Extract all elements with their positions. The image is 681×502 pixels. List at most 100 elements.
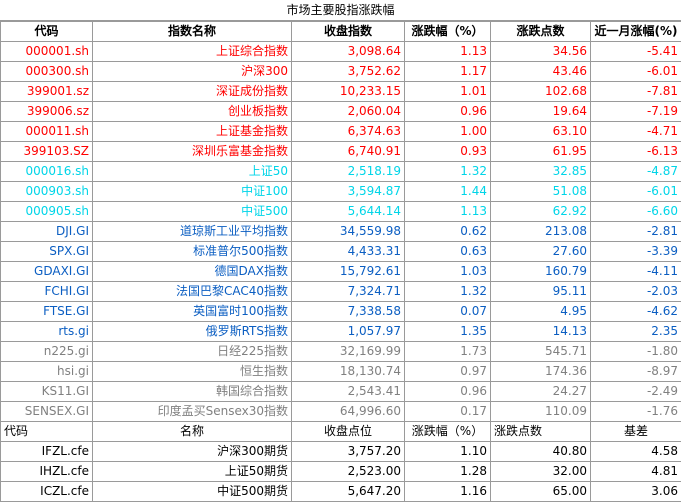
cell-pts[interactable]: 174.36: [491, 362, 591, 382]
cell-name[interactable]: 法国巴黎CAC40指数: [93, 282, 292, 302]
column-header[interactable]: 涨跌点数: [491, 22, 591, 42]
cell-code[interactable]: KS11.GI: [1, 382, 93, 402]
column-header[interactable]: 收盘指数: [292, 22, 405, 42]
cell-pts[interactable]: 51.08: [491, 182, 591, 202]
cell-pts[interactable]: 213.08: [491, 222, 591, 242]
cell-month[interactable]: -5.41: [591, 42, 681, 62]
cell-month[interactable]: -6.60: [591, 202, 681, 222]
cell-pct[interactable]: 1.35: [405, 322, 491, 342]
cell-pts[interactable]: 95.11: [491, 282, 591, 302]
cell-pct[interactable]: 0.96: [405, 102, 491, 122]
cell-code[interactable]: 000001.sh: [1, 42, 93, 62]
cell-pts[interactable]: 32.85: [491, 162, 591, 182]
cell-month[interactable]: -1.80: [591, 342, 681, 362]
cell-month[interactable]: -6.01: [591, 62, 681, 82]
column-header[interactable]: 指数名称: [93, 22, 292, 42]
cell-name[interactable]: 创业板指数: [93, 102, 292, 122]
cell-month[interactable]: -7.81: [591, 82, 681, 102]
cell-month[interactable]: -4.11: [591, 262, 681, 282]
cell-close[interactable]: 6,740.91: [292, 142, 405, 162]
cell-month[interactable]: 2.35: [591, 322, 681, 342]
cell-name[interactable]: 上证50: [93, 162, 292, 182]
cell-month[interactable]: -6.01: [591, 182, 681, 202]
cell-close[interactable]: 7,324.71: [292, 282, 405, 302]
cell-name[interactable]: 德国DAX指数: [93, 262, 292, 282]
cell-pct[interactable]: 0.97: [405, 362, 491, 382]
cell-close[interactable]: 5,644.14: [292, 202, 405, 222]
cell-pct[interactable]: 1.03: [405, 262, 491, 282]
cell-code[interactable]: 000903.sh: [1, 182, 93, 202]
cell-month[interactable]: -2.81: [591, 222, 681, 242]
cell-pct[interactable]: 1.01: [405, 82, 491, 102]
cell-pts[interactable]: 61.95: [491, 142, 591, 162]
cell-close[interactable]: 6,374.63: [292, 122, 405, 142]
cell-pct[interactable]: 1.44: [405, 182, 491, 202]
cell-name[interactable]: 标准普尔500指数: [93, 242, 292, 262]
cell-pts[interactable]: 102.68: [491, 82, 591, 102]
column-header[interactable]: 涨跌幅（%）: [405, 22, 491, 42]
cell-pct[interactable]: 0.96: [405, 382, 491, 402]
cell-pct[interactable]: 0.63: [405, 242, 491, 262]
column-header[interactable]: 基差: [591, 422, 681, 442]
cell-close[interactable]: 10,233.15: [292, 82, 405, 102]
cell-name[interactable]: 中证100: [93, 182, 292, 202]
cell-pts[interactable]: 40.80: [491, 442, 591, 462]
cell-month[interactable]: -7.19: [591, 102, 681, 122]
cell-close[interactable]: 15,792.61: [292, 262, 405, 282]
cell-pct[interactable]: 1.13: [405, 42, 491, 62]
cell-pct[interactable]: 0.62: [405, 222, 491, 242]
cell-close[interactable]: 64,996.60: [292, 402, 405, 422]
column-header[interactable]: 涨跌点数: [491, 422, 591, 442]
cell-code[interactable]: FTSE.GI: [1, 302, 93, 322]
cell-close[interactable]: 34,559.98: [292, 222, 405, 242]
cell-close[interactable]: 2,060.04: [292, 102, 405, 122]
cell-name[interactable]: 印度孟买Sensex30指数: [93, 402, 292, 422]
cell-name[interactable]: 沪深300期货: [93, 442, 292, 462]
cell-month[interactable]: -3.39: [591, 242, 681, 262]
cell-pts[interactable]: 65.00: [491, 482, 591, 502]
cell-name[interactable]: 深圳乐富基金指数: [93, 142, 292, 162]
cell-close[interactable]: 32,169.99: [292, 342, 405, 362]
cell-code[interactable]: SENSEX.GI: [1, 402, 93, 422]
cell-pts[interactable]: 545.71: [491, 342, 591, 362]
cell-pct[interactable]: 1.10: [405, 442, 491, 462]
cell-name[interactable]: 上证综合指数: [93, 42, 292, 62]
cell-pct[interactable]: 1.16: [405, 482, 491, 502]
cell-code[interactable]: 000011.sh: [1, 122, 93, 142]
cell-close[interactable]: 3,098.64: [292, 42, 405, 62]
cell-pts[interactable]: 43.46: [491, 62, 591, 82]
cell-name[interactable]: 日经225指数: [93, 342, 292, 362]
cell-name[interactable]: 英国富时100指数: [93, 302, 292, 322]
cell-month[interactable]: -8.97: [591, 362, 681, 382]
cell-pct[interactable]: 1.13: [405, 202, 491, 222]
cell-close[interactable]: 1,057.97: [292, 322, 405, 342]
cell-pct[interactable]: 1.00: [405, 122, 491, 142]
cell-pct[interactable]: 0.07: [405, 302, 491, 322]
cell-code[interactable]: n225.gi: [1, 342, 93, 362]
cell-pct[interactable]: 1.32: [405, 162, 491, 182]
cell-name[interactable]: 恒生指数: [93, 362, 292, 382]
cell-pts[interactable]: 4.95: [491, 302, 591, 322]
column-header[interactable]: 代码: [1, 422, 93, 442]
cell-pct[interactable]: 1.17: [405, 62, 491, 82]
cell-close[interactable]: 4,433.31: [292, 242, 405, 262]
cell-close[interactable]: 2,518.19: [292, 162, 405, 182]
cell-month[interactable]: -6.13: [591, 142, 681, 162]
column-header[interactable]: 收盘点位: [292, 422, 405, 442]
cell-code[interactable]: 000300.sh: [1, 62, 93, 82]
column-header[interactable]: 名称: [93, 422, 292, 442]
cell-pts[interactable]: 62.92: [491, 202, 591, 222]
cell-month[interactable]: -4.87: [591, 162, 681, 182]
cell-name[interactable]: 中证500: [93, 202, 292, 222]
cell-name[interactable]: 俄罗斯RTS指数: [93, 322, 292, 342]
cell-name[interactable]: 中证500期货: [93, 482, 292, 502]
cell-code[interactable]: DJI.GI: [1, 222, 93, 242]
cell-close[interactable]: 2,543.41: [292, 382, 405, 402]
cell-pct[interactable]: 0.93: [405, 142, 491, 162]
cell-month[interactable]: -1.76: [591, 402, 681, 422]
cell-month[interactable]: -4.71: [591, 122, 681, 142]
column-header[interactable]: 代码: [1, 22, 93, 42]
cell-pts[interactable]: 24.27: [491, 382, 591, 402]
cell-name[interactable]: 道琼斯工业平均指数: [93, 222, 292, 242]
cell-close[interactable]: 7,338.58: [292, 302, 405, 322]
